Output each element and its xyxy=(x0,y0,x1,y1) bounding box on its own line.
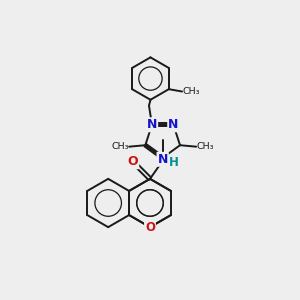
Text: CH₃: CH₃ xyxy=(111,142,128,151)
Text: O: O xyxy=(128,155,138,168)
Text: N: N xyxy=(147,118,157,131)
Text: O: O xyxy=(145,220,155,234)
Text: CH₃: CH₃ xyxy=(197,142,214,151)
Text: CH₃: CH₃ xyxy=(183,87,200,96)
Text: N: N xyxy=(168,118,178,131)
Text: N: N xyxy=(158,153,168,166)
Text: H: H xyxy=(169,156,179,169)
